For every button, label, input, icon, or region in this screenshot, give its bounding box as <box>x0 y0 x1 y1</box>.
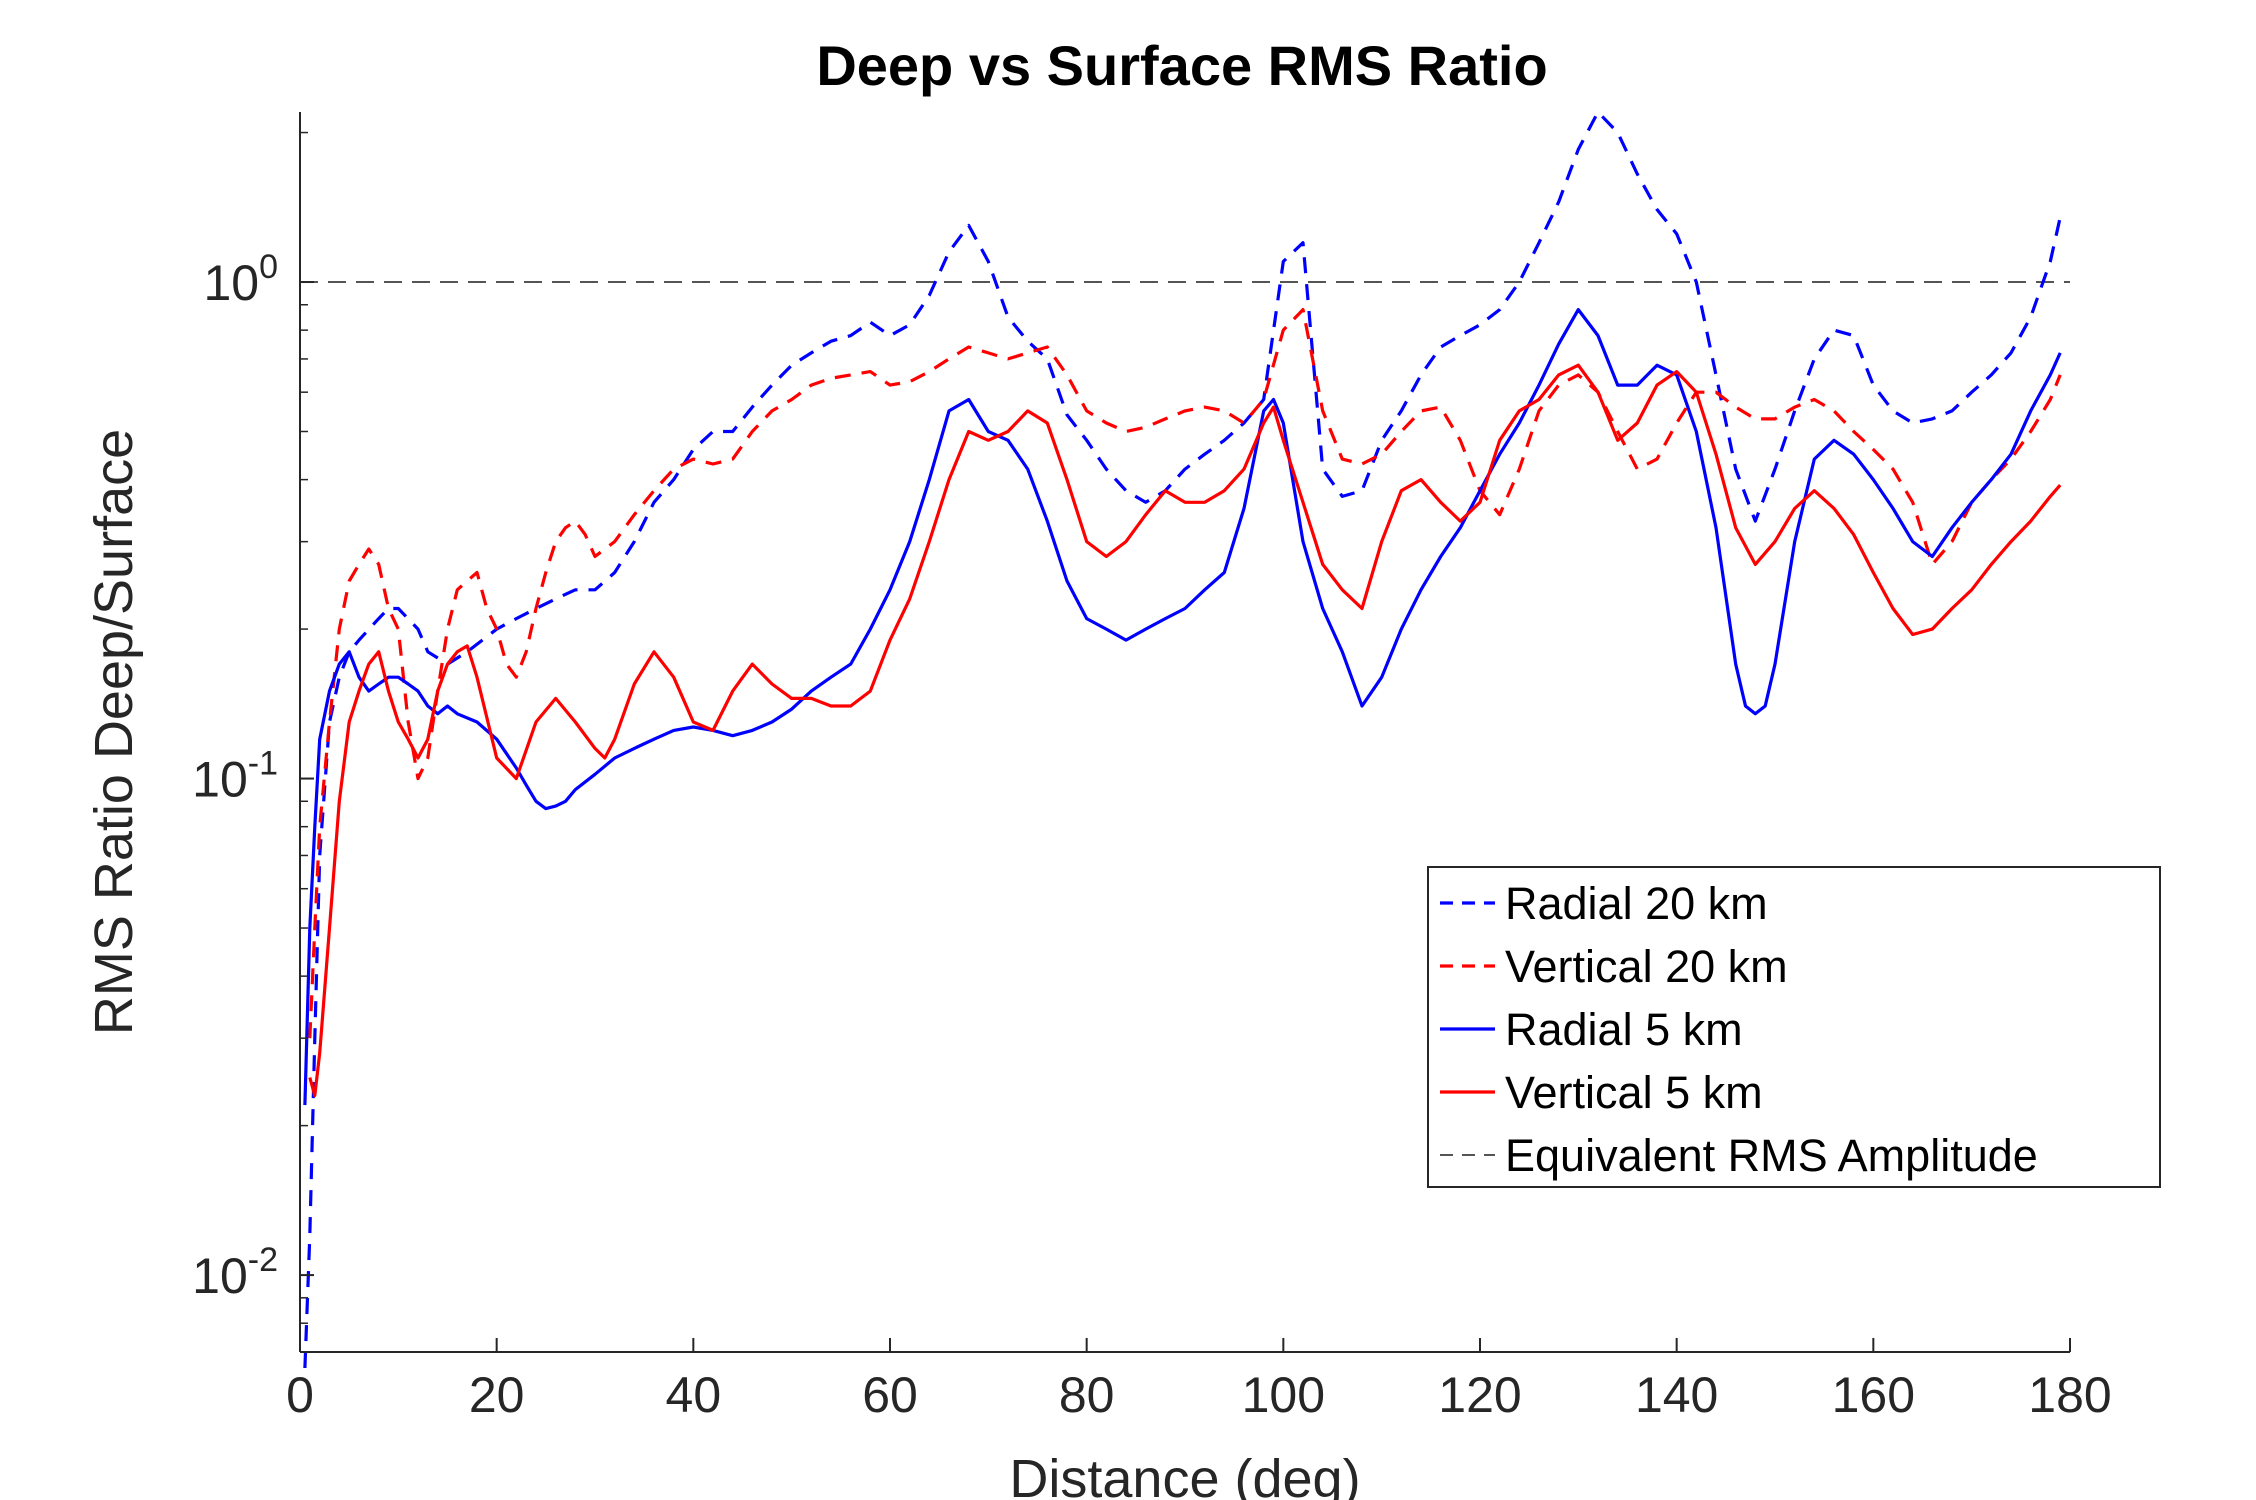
y-tick-label: 10-2 <box>192 1241 278 1304</box>
x-axis-label: Distance (deg) <box>1009 1449 1360 1500</box>
x-tick-label: 40 <box>666 1367 722 1423</box>
x-tick-label: 20 <box>469 1367 525 1423</box>
y-ticks: 10-2 10-1 100 <box>192 131 314 1353</box>
series-line <box>308 363 2062 1098</box>
x-ticks: 0 20 40 60 80 100 120 140 160 180 <box>286 1338 2112 1423</box>
legend-label: Vertical 20 km <box>1505 941 1788 992</box>
legend-label: Vertical 5 km <box>1505 1067 1763 1118</box>
x-tick-label: 100 <box>1242 1367 1325 1423</box>
series-group <box>303 110 2062 1369</box>
x-tick-label: 140 <box>1635 1367 1718 1423</box>
series-line <box>303 308 2062 1106</box>
x-tick-label: 0 <box>286 1367 314 1423</box>
x-tick-label: 80 <box>1059 1367 1115 1423</box>
series-line <box>308 308 2062 1039</box>
y-axis-label: RMS Ratio Deep/Surface <box>84 429 144 1035</box>
legend-label: Equivalent RMS Amplitude <box>1505 1130 2038 1181</box>
x-tick-label: 180 <box>2028 1367 2111 1423</box>
y-tick-label: 10-1 <box>192 745 278 808</box>
chart-title: Deep vs Surface RMS Ratio <box>816 34 1547 97</box>
x-tick-label: 120 <box>1438 1367 1521 1423</box>
legend-box <box>1427 866 2161 1188</box>
y-tick-label: 100 <box>203 248 278 311</box>
legend-label: Radial 20 km <box>1505 878 1768 929</box>
x-tick-label: 160 <box>1832 1367 1915 1423</box>
legend-label: Radial 5 km <box>1505 1004 1743 1055</box>
legend: Radial 20 km Vertical 20 km Radial 5 km Ver… <box>1427 866 2161 1188</box>
x-tick-label: 60 <box>862 1367 918 1423</box>
series-line <box>303 110 2062 1369</box>
